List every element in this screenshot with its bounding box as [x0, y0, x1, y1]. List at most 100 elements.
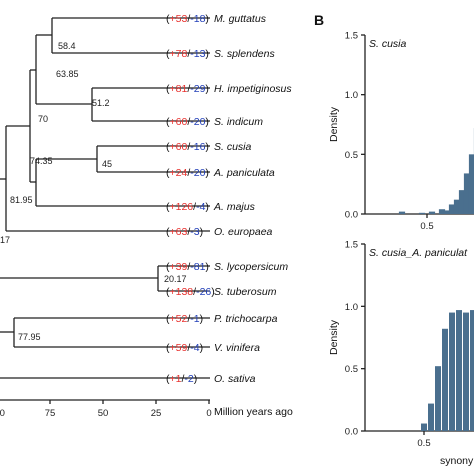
- y-tick-label: 0.0: [345, 427, 358, 438]
- histogram-bottom: 1.5 1.0 0.5 0.0 Density S. cusia_A. paniculat…: [328, 240, 474, 467]
- histogram-title: S. cusia_A. paniculat: [369, 247, 468, 259]
- taxon-row: (+78/-13) S. splendens: [166, 48, 275, 60]
- x-axis-title: synony: [440, 455, 474, 467]
- histogram-bar: [463, 312, 469, 431]
- slash: /: [187, 342, 190, 354]
- taxon-row: (+138/-26) S. tuberosum: [166, 286, 277, 298]
- node-support-label: 20.17: [164, 274, 187, 284]
- slash: /: [193, 286, 196, 298]
- gene-family-change: (+63/-3): [166, 226, 203, 238]
- loss-count: -4: [196, 201, 205, 213]
- open-paren: (: [166, 313, 170, 325]
- node-support-label: 77.95: [18, 332, 41, 342]
- taxon-row: (+52/-1) P. trichocarpa: [166, 313, 278, 325]
- close-paren: ): [200, 226, 204, 238]
- loss-count: -2: [184, 373, 193, 385]
- gene-family-change: (+138/-26): [166, 286, 215, 298]
- gene-family-change: (+60/-16): [166, 141, 209, 153]
- taxon-row: (+60/-20) S. indicum: [166, 116, 263, 128]
- gain-count: +60: [170, 141, 188, 153]
- taxon-row: (+60/-16) S. cusia: [166, 141, 252, 153]
- loss-count: -81: [190, 261, 205, 273]
- gain-count: +138: [170, 286, 194, 298]
- loss-count: -20: [190, 116, 205, 128]
- taxon-name: A. majus: [213, 201, 256, 213]
- x-tick-label: 0.5: [417, 438, 430, 449]
- x-tick-label: 0.5: [420, 221, 433, 232]
- open-paren: (: [166, 116, 170, 128]
- gain-count: +59: [170, 342, 188, 354]
- loss-count: -16: [190, 141, 205, 153]
- slash: /: [187, 116, 190, 128]
- open-paren: (: [166, 48, 170, 60]
- y-tick-label: 0.0: [345, 210, 358, 221]
- open-paren: (: [166, 13, 170, 25]
- loss-count: -20: [190, 167, 205, 179]
- loss-count: -1: [190, 313, 199, 325]
- gain-count: +52: [170, 313, 188, 325]
- taxon-row: (+53/-18) M. guttatus: [166, 13, 267, 25]
- node-support-label: 51.2: [92, 98, 110, 108]
- gain-count: +1: [170, 373, 182, 385]
- tree-node-labels: 58.4 63.85 51.2 70 74.35 45 81.95 17 20.17 77.95: [0, 41, 187, 342]
- histogram-bar: [456, 310, 462, 431]
- taxon-name: S. lycopersicum: [214, 261, 288, 273]
- loss-count: -26: [196, 286, 211, 298]
- close-paren: ): [205, 201, 209, 213]
- histogram-bar: [449, 312, 455, 431]
- histogram-bar: [448, 204, 456, 214]
- tree-taxon-labels: (+53/-18) M. guttatus(+78/-13) S. splenden…: [166, 13, 292, 385]
- gene-family-change: (+126/-4): [166, 201, 209, 213]
- close-paren: ): [205, 141, 209, 153]
- gene-family-change: (+78/-13): [166, 48, 209, 60]
- histogram-bar: [418, 212, 426, 214]
- y-tick-label: 1.0: [345, 302, 358, 313]
- tree-branches: [0, 17, 210, 379]
- gene-family-change: (+24/-20): [166, 167, 209, 179]
- taxon-name: S. tuberosum: [214, 286, 277, 298]
- open-paren: (: [166, 83, 170, 95]
- node-support-label: 45: [102, 159, 112, 169]
- taxon-name: S. cusia: [214, 141, 252, 153]
- histogram-bar: [398, 211, 406, 214]
- histogram-bar: [421, 423, 427, 431]
- taxon-name: A. paniculata: [213, 167, 275, 179]
- histogram-bar: [442, 328, 448, 431]
- taxon-name: O. sativa: [214, 373, 256, 385]
- node-support-label: 58.4: [58, 41, 76, 51]
- histogram-bar: [438, 209, 446, 214]
- x-tick-label: 50: [98, 408, 109, 419]
- open-paren: (: [166, 167, 170, 179]
- histogram-bar: [468, 154, 474, 214]
- gene-family-change: (+52/-1): [166, 313, 203, 325]
- slash: /: [187, 313, 190, 325]
- slash: /: [187, 261, 190, 273]
- y-axis-title: Density: [328, 106, 340, 142]
- histogram-bar: [453, 199, 461, 214]
- x-axis-title: Million years ago: [214, 406, 293, 418]
- gene-family-change: (+59/-4): [166, 342, 203, 354]
- panel-b-label: B: [314, 12, 324, 28]
- x-tick-label: 0: [206, 408, 211, 419]
- open-paren: (: [166, 141, 170, 153]
- taxon-name: S. splendens: [214, 48, 275, 60]
- open-paren: (: [166, 201, 170, 213]
- taxon-name: M. guttatus: [214, 13, 267, 25]
- node-support-label: 70: [38, 114, 48, 124]
- close-paren: ): [200, 342, 204, 354]
- open-paren: (: [166, 342, 170, 354]
- x-tick-label: 100: [0, 408, 5, 419]
- close-paren: ): [205, 13, 209, 25]
- taxon-row: (+24/-20) A. paniculata: [166, 167, 275, 179]
- open-paren: (: [166, 286, 170, 298]
- y-axis-title: Density: [328, 319, 340, 355]
- taxon-row: (+39/-81) S. lycopersicum: [166, 261, 288, 273]
- slash: /: [187, 226, 190, 238]
- close-paren: ): [205, 261, 209, 273]
- histogram-title: S. cusia: [369, 38, 407, 50]
- close-paren: ): [194, 373, 198, 385]
- gain-count: +81: [170, 83, 188, 95]
